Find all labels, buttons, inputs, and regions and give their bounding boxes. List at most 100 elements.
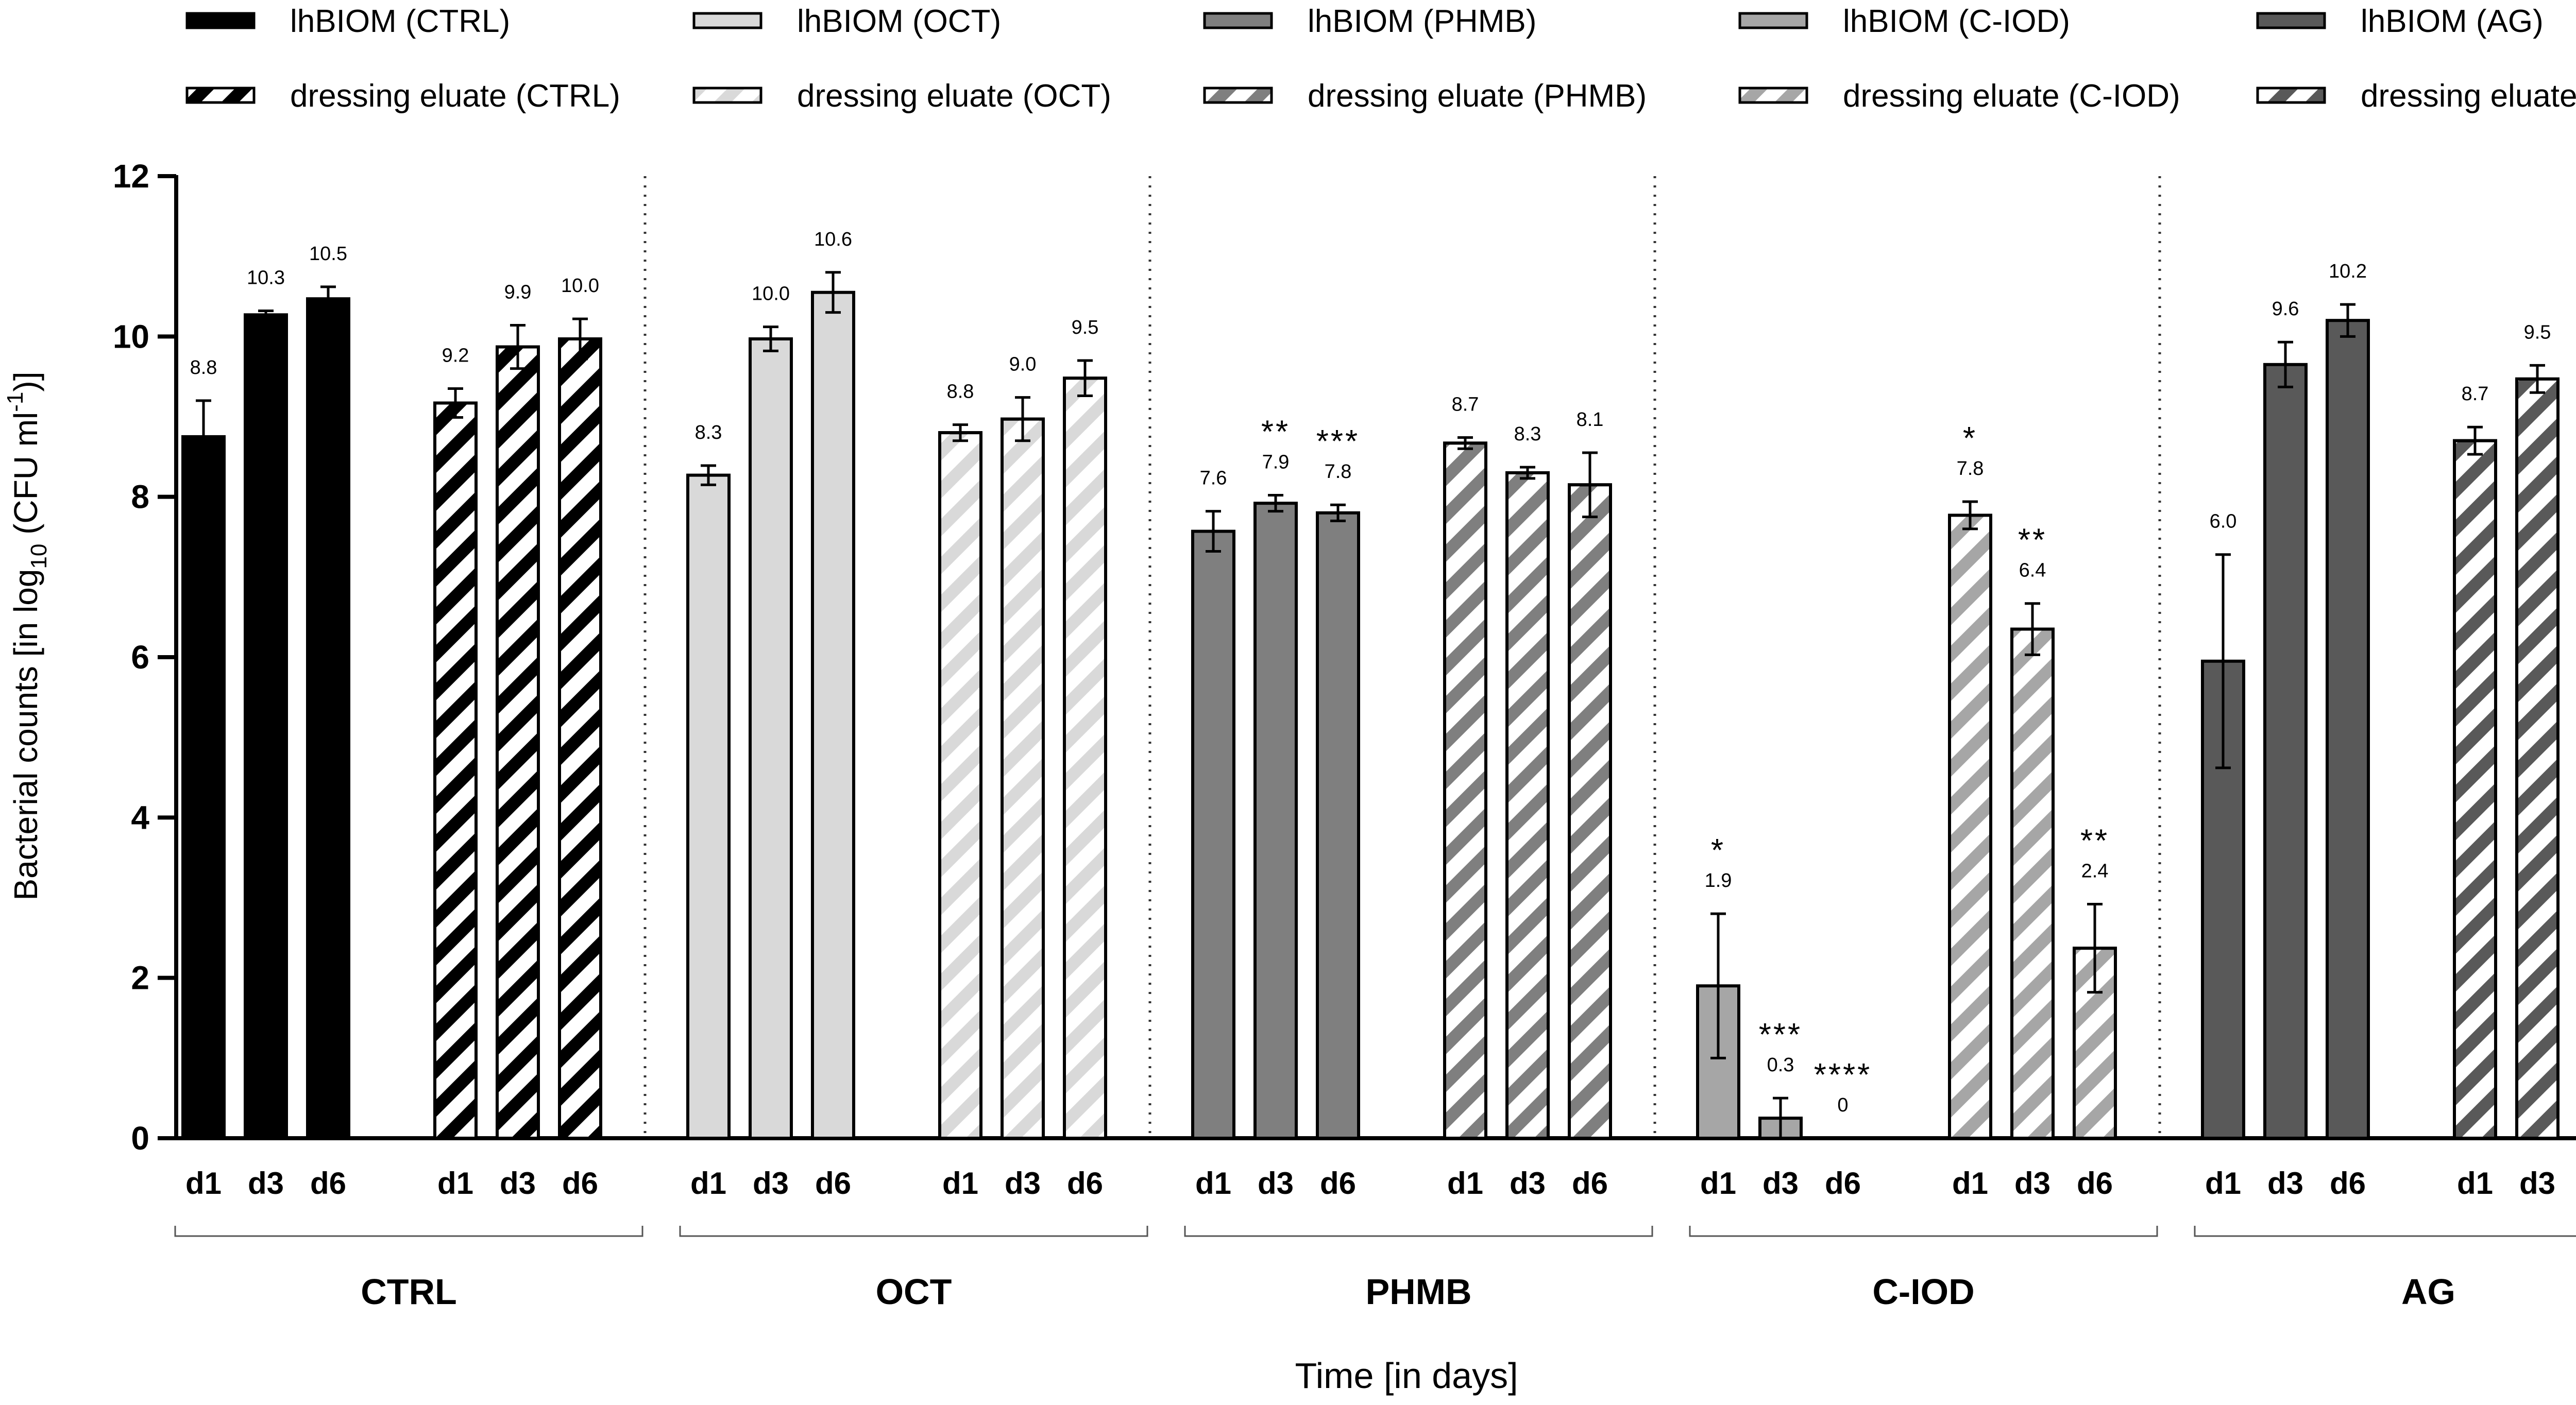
bars: 8.8 10.3 10.5 9.2 9.9 10.0 8.3 10.0 10.6 8.8 9.0 9.…: [181, 229, 2560, 1140]
value-label: 7.8: [1957, 458, 1984, 479]
bar-hatch: [2517, 379, 2558, 1138]
day-label: d6: [1572, 1166, 1608, 1201]
bar: [811, 290, 855, 1140]
value-label: 8.3: [695, 422, 722, 443]
legend-swatch-outline: [692, 87, 762, 104]
group-bracket: [1184, 1226, 1653, 1237]
legend-label: dressing eluate (PHMB): [1308, 78, 1647, 114]
legend: lhBIOM (CTRL) lhBIOM (OCT) lhBIOM (PHMB) lh…: [185, 4, 2576, 114]
day-label: d3: [248, 1166, 284, 1201]
significance-stars: ****: [1814, 1057, 1872, 1093]
day-label: d6: [1067, 1166, 1103, 1201]
y-label-unit: (CFU ml: [7, 412, 44, 544]
day-label: d6: [562, 1166, 598, 1201]
day-label: d6: [2077, 1166, 2113, 1201]
significance-stars: *: [1711, 833, 1725, 868]
bar: [244, 313, 288, 1140]
legend-label: dressing eluate (C-IOD): [1843, 78, 2180, 114]
y-label-superscript: -1: [3, 392, 28, 412]
value-label: 10.3: [247, 267, 285, 289]
group-label: AG: [2401, 1272, 2455, 1312]
day-label: d1: [1195, 1166, 1231, 1201]
x-axis-label: Time [in days]: [1295, 1356, 1518, 1396]
bar-hatch: [497, 347, 538, 1138]
bar: [2263, 363, 2308, 1140]
value-label: 8.1: [1577, 409, 1604, 431]
day-label: d3: [1510, 1166, 1546, 1201]
y-tick-label: 8: [131, 478, 149, 516]
day-label: d6: [310, 1166, 346, 1201]
day-label: d1: [185, 1166, 222, 1201]
value-label: 8.7: [1452, 393, 1479, 415]
value-label: 10.2: [2329, 261, 2367, 282]
bar-hatch: [1445, 443, 1486, 1138]
value-label: 9.5: [1072, 317, 1099, 338]
significance-stars: **: [2080, 823, 2109, 859]
value-label: 7.9: [1262, 452, 1290, 473]
value-label: 8.3: [1514, 423, 1541, 445]
axes: 0 2 4 6 8 10 12 d1 d3 d6 d1 d3 d6 CTRL d1 d3 d6 d1 d3 d6 OCT…: [113, 158, 2576, 1312]
bar: [181, 435, 226, 1140]
legend-swatch: [1738, 12, 1808, 29]
day-label: d1: [1447, 1166, 1483, 1201]
value-label: 0.3: [1767, 1054, 1794, 1076]
value-label: 1.9: [1705, 870, 1732, 892]
day-label: d1: [1700, 1166, 1736, 1201]
value-label: 10.0: [561, 275, 599, 297]
day-label: d6: [1825, 1166, 1861, 1201]
significance-stars: ***: [1316, 424, 1360, 459]
legend-swatch: [2256, 12, 2326, 29]
significance-stars: **: [2018, 523, 2047, 558]
group-label: PHMB: [1365, 1272, 1471, 1312]
value-label: 8.7: [2462, 383, 2489, 405]
group-label: CTRL: [361, 1272, 457, 1312]
bar-hatch: [2454, 440, 2496, 1139]
value-label: 10.5: [309, 243, 347, 265]
legend-swatch-hatch: [1205, 88, 1272, 102]
bar: [686, 473, 731, 1140]
value-label: 6.0: [2210, 511, 2237, 533]
day-label: d3: [2519, 1166, 2555, 1201]
bar: [1191, 529, 1235, 1140]
y-label-subscript: 10: [26, 544, 52, 569]
day-label: d3: [500, 1166, 536, 1201]
bar-hatch: [1064, 378, 1106, 1138]
significance-stars: **: [1261, 415, 1290, 450]
legend-swatch-hatch: [1740, 88, 1807, 102]
bar-hatch: [1507, 472, 1548, 1138]
legend-label: lhBIOM (PHMB): [1308, 4, 1536, 39]
group-label: OCT: [876, 1272, 952, 1312]
significance-stars: ***: [1759, 1017, 1802, 1053]
value-label: 7.8: [1325, 461, 1352, 483]
value-label: 9.9: [504, 282, 532, 303]
legend-swatch-outline: [1738, 87, 1808, 104]
day-label: d3: [753, 1166, 789, 1201]
y-tick-label: 0: [131, 1120, 149, 1157]
y-axis-label: Bacterial counts [in log10 (CFU ml-1)]: [3, 371, 52, 900]
bar-hatch: [1950, 515, 1991, 1138]
bar: [306, 297, 350, 1140]
value-label: 7.6: [1200, 468, 1227, 489]
group-bracket: [2194, 1226, 2576, 1237]
day-label: d3: [2267, 1166, 2303, 1201]
day-label: d3: [1005, 1166, 1041, 1201]
y-tick-label: 12: [113, 158, 149, 195]
legend-label: lhBIOM (CTRL): [290, 4, 510, 39]
y-tick-label: 10: [113, 318, 149, 355]
group-label: C-IOD: [1872, 1272, 1974, 1312]
day-label: d1: [690, 1166, 726, 1201]
legend-label: dressing eluate (CTRL): [290, 78, 620, 114]
legend-swatch: [185, 12, 256, 29]
group-bracket: [679, 1226, 1148, 1237]
y-label-main: Bacterial counts [in log: [7, 569, 44, 901]
bar-hatch: [1002, 419, 1043, 1139]
legend-swatch-hatch: [694, 88, 761, 102]
day-label: d3: [2014, 1166, 2050, 1201]
day-label: d1: [2457, 1166, 2493, 1201]
value-label: 0: [1837, 1094, 1848, 1116]
day-label: d3: [1258, 1166, 1294, 1201]
group-bracket: [174, 1226, 643, 1237]
legend-swatch-outline: [1203, 87, 1273, 104]
value-label: 9.0: [1009, 354, 1037, 375]
